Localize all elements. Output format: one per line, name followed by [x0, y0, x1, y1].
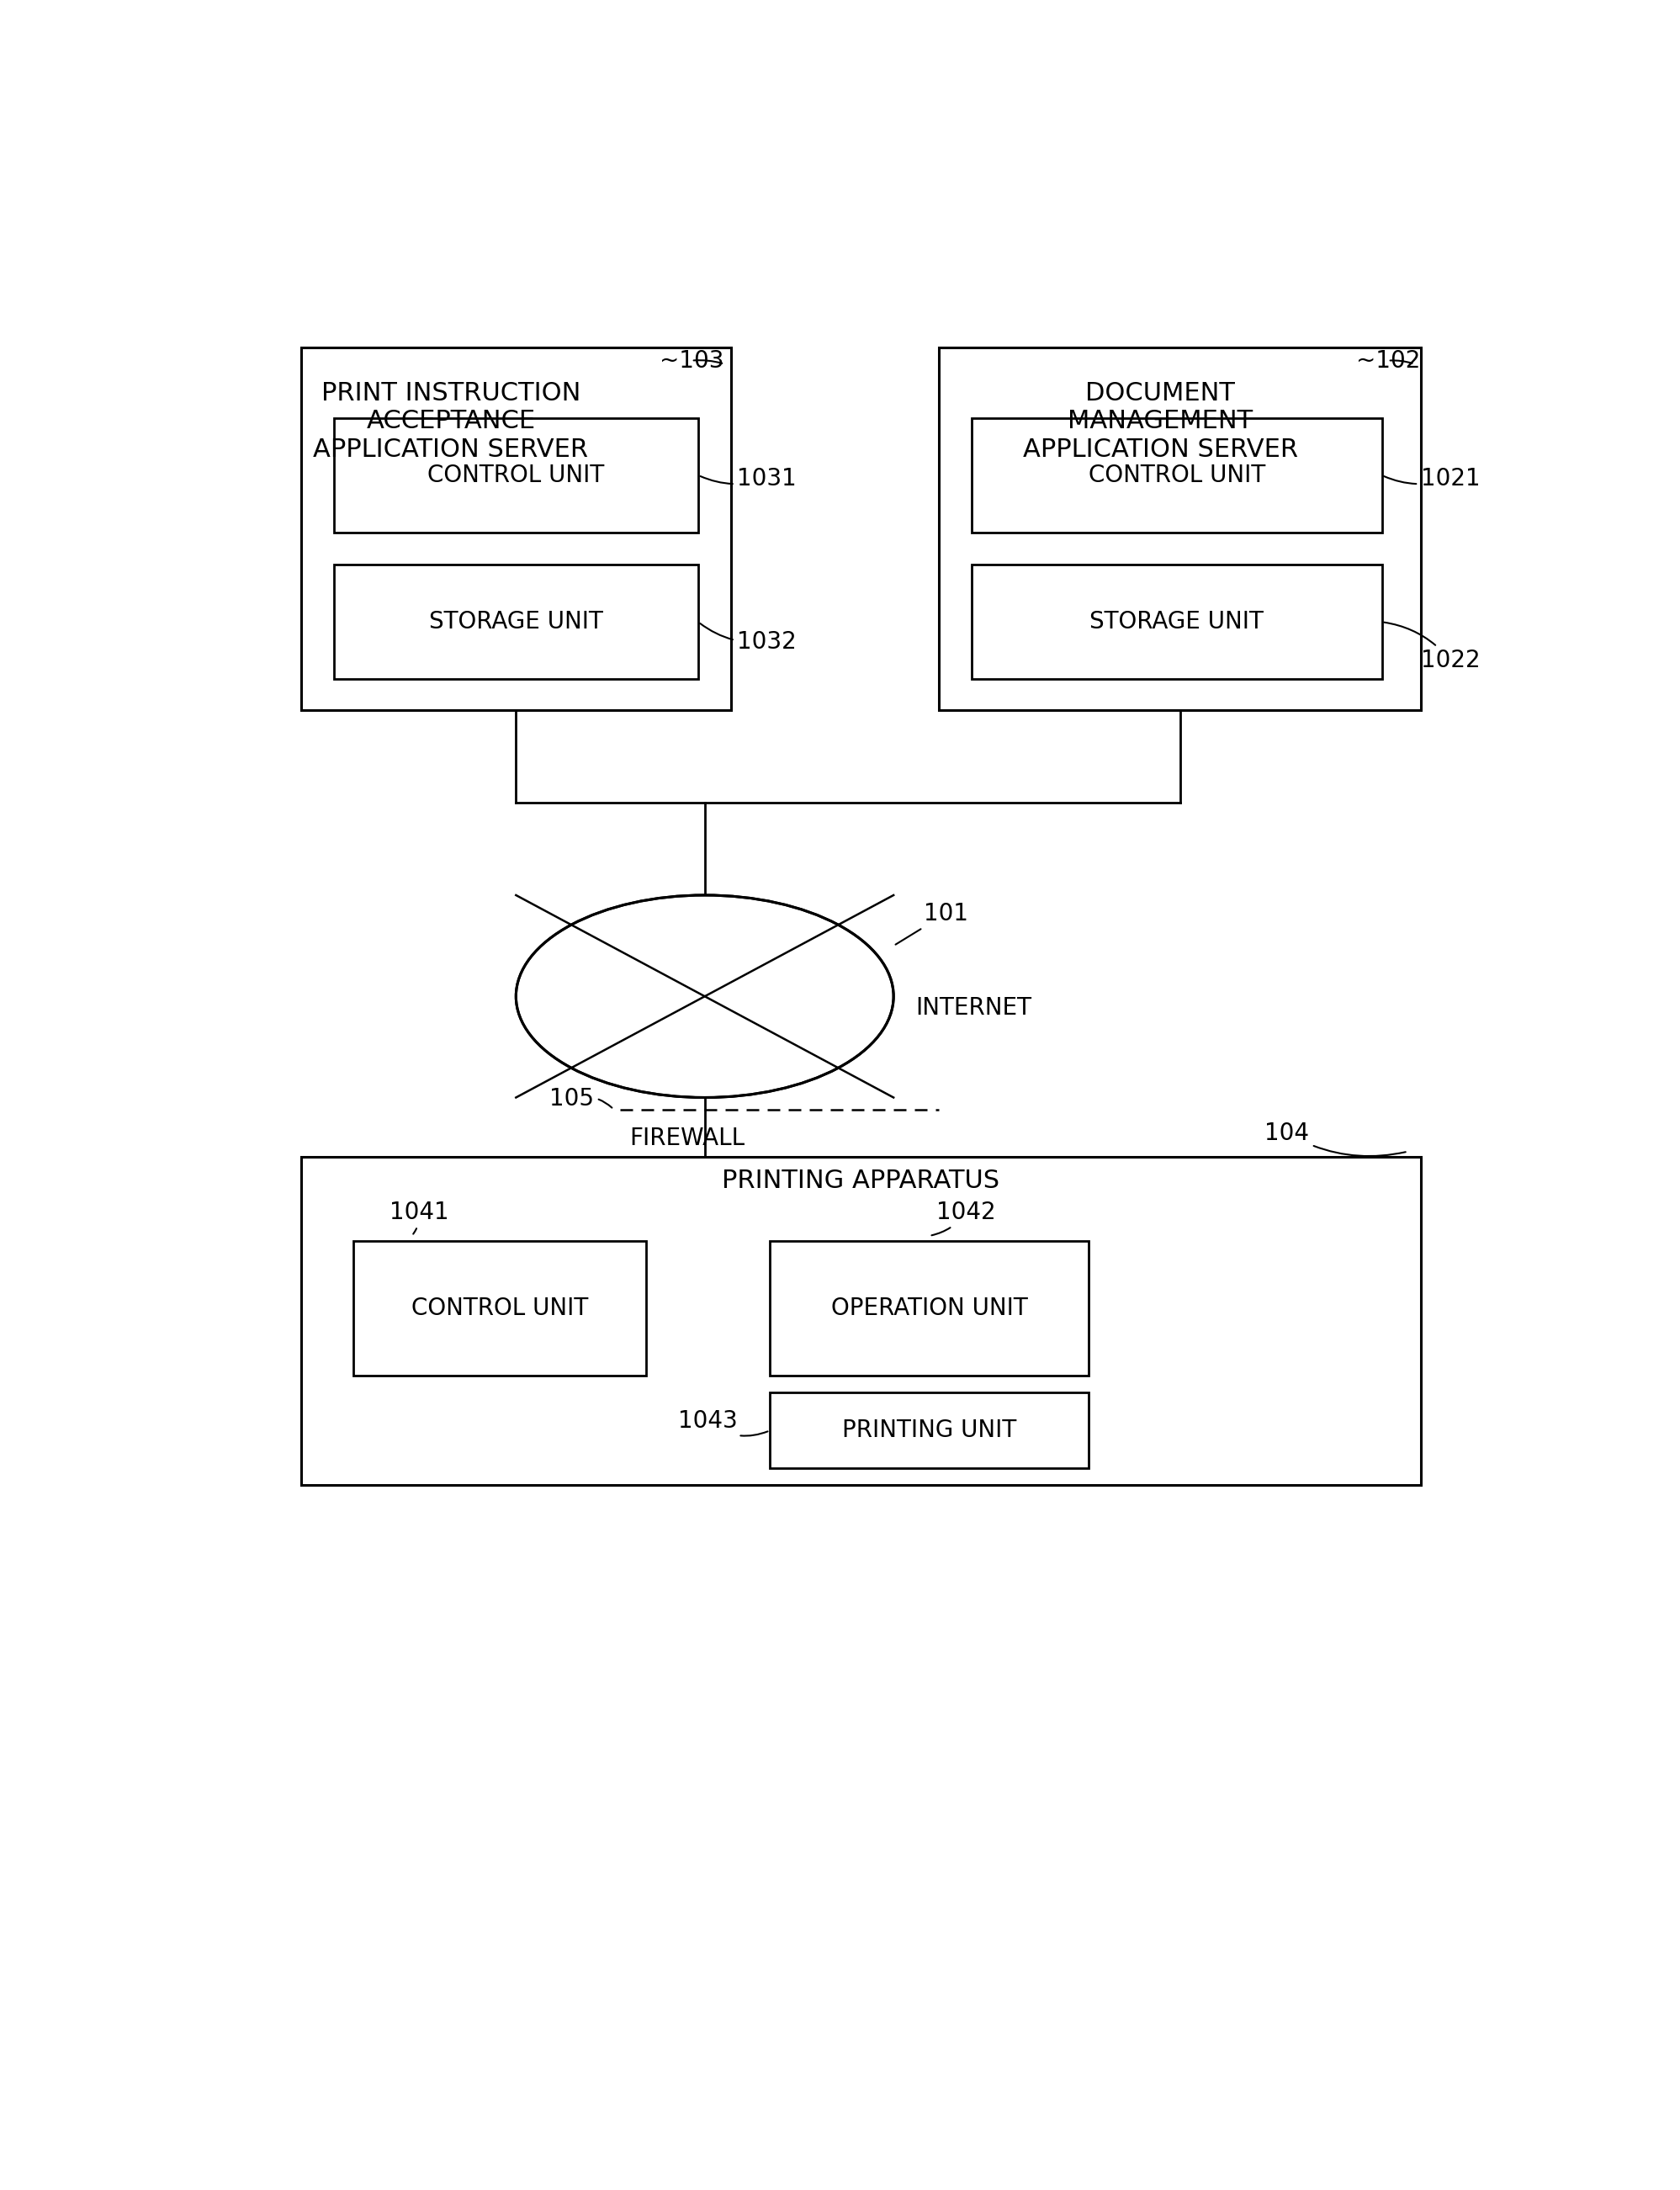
Text: 104: 104 [1265, 1121, 1406, 1156]
Text: CONTROL UNIT: CONTROL UNIT [1089, 464, 1265, 486]
Bar [971, 565, 1381, 679]
Text: 1031: 1031 [701, 466, 796, 491]
Bar [939, 346, 1421, 710]
Text: 1043: 1043 [677, 1410, 768, 1437]
Bar [334, 565, 699, 679]
Text: 1041: 1041 [390, 1200, 449, 1233]
Ellipse shape [516, 896, 894, 1097]
Text: STORAGE UNIT: STORAGE UNIT [428, 611, 603, 633]
Text: CONTROL UNIT: CONTROL UNIT [427, 464, 605, 486]
Text: FIREWALL: FIREWALL [630, 1126, 744, 1150]
Text: OPERATION UNIT: OPERATION UNIT [832, 1296, 1028, 1321]
Bar [971, 418, 1381, 532]
Text: 101: 101 [895, 902, 968, 944]
Text: 105: 105 [549, 1088, 612, 1110]
Bar [334, 418, 699, 532]
Bar [769, 1393, 1089, 1469]
Bar [301, 346, 731, 710]
Text: 1032: 1032 [701, 624, 796, 655]
Bar [769, 1242, 1089, 1375]
Text: ~102: ~102 [1356, 348, 1420, 372]
Text: INTERNET: INTERNET [916, 996, 1032, 1021]
Text: ~103: ~103 [659, 348, 724, 372]
Text: 1042: 1042 [932, 1200, 996, 1235]
Text: PRINT INSTRUCTION
ACCEPTANCE
APPLICATION SERVER: PRINT INSTRUCTION ACCEPTANCE APPLICATION… [312, 381, 588, 462]
Text: DOCUMENT
MANAGEMENT
APPLICATION SERVER: DOCUMENT MANAGEMENT APPLICATION SERVER [1023, 381, 1299, 462]
Text: STORAGE UNIT: STORAGE UNIT [1090, 611, 1263, 633]
Text: 1021: 1021 [1384, 466, 1480, 491]
Bar [301, 1156, 1421, 1485]
Text: 1022: 1022 [1384, 622, 1480, 672]
Text: PRINTING APPARATUS: PRINTING APPARATUS [722, 1167, 1000, 1194]
Text: CONTROL UNIT: CONTROL UNIT [412, 1296, 588, 1321]
Bar [353, 1242, 647, 1375]
Text: PRINTING UNIT: PRINTING UNIT [842, 1419, 1016, 1443]
